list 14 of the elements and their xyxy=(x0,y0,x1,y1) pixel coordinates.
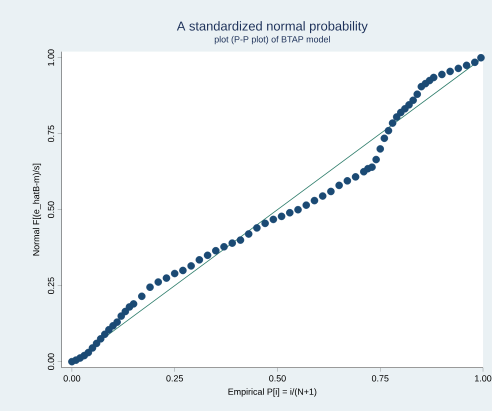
y-axis-title: Normal F[(e_hatB-m)/s] xyxy=(32,164,42,256)
x-tick-label: 0.25 xyxy=(166,374,183,382)
x-tick-label: 0.75 xyxy=(372,374,389,382)
chart-subtitle: plot (P-P plot) of BTAP model xyxy=(214,36,330,44)
y-tick-label: 0.75 xyxy=(48,125,54,142)
y-tick-label: 0.50 xyxy=(48,201,54,218)
x-tick-label: 0.00 xyxy=(64,374,80,382)
x-tick-label: 0.50 xyxy=(269,374,286,382)
y-tick-label: 0.00 xyxy=(48,353,54,370)
chart-title: A standardized normal probability xyxy=(176,20,368,33)
y-tick-label: 0.25 xyxy=(48,277,54,294)
x-axis-title: Empirical P[i] = i/(N+1) xyxy=(228,388,316,396)
x-tick-label: 1.00 xyxy=(475,374,492,382)
y-tick-label: 1.00 xyxy=(48,49,54,66)
